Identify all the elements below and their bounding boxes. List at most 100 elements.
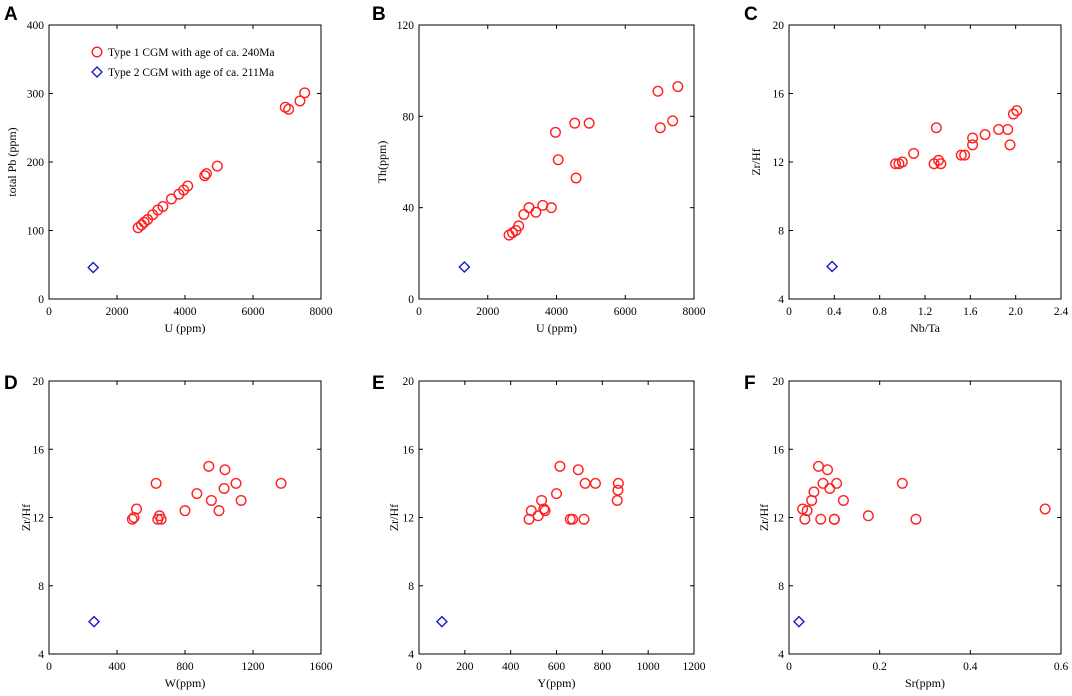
y-tick-label-d: 20	[33, 376, 45, 388]
type1-point-b	[667, 115, 679, 127]
plot-frame-e	[418, 380, 695, 655]
y-tick-label-d: 4	[38, 649, 44, 661]
type1-point-d	[155, 513, 167, 525]
type1-point-f	[817, 477, 829, 489]
panel-letter-b: B	[372, 4, 386, 25]
y-tick-label-b: 120	[397, 20, 415, 32]
panel-letter-d: D	[4, 373, 18, 394]
x-axis-label-d: W(ppm)	[165, 676, 206, 690]
x-tick-label-d: 0	[46, 661, 52, 673]
type1-point-e	[554, 460, 566, 472]
type1-point-e	[572, 464, 584, 476]
y-tick-label-f: 4	[778, 649, 784, 661]
panel-letter-e: E	[372, 373, 385, 394]
y-tick-label-c: 12	[773, 157, 785, 169]
x-tick-label-a: 0	[46, 306, 52, 318]
y-axis-label-b: Th(ppm)	[375, 141, 389, 184]
y-tick-label-a: 300	[27, 89, 45, 101]
type1-point-a	[132, 222, 144, 234]
type1-point-c	[930, 122, 942, 134]
type1-point-e	[532, 510, 544, 522]
type1-point-a	[138, 216, 150, 228]
y-tick-label-d: 16	[33, 444, 45, 456]
type1-point-f	[822, 464, 834, 476]
type1-point-d	[275, 477, 287, 489]
y-tick-label-a: 100	[27, 226, 45, 238]
y-tick-label-a: 200	[27, 157, 45, 169]
panel-e: E 0 200 400 600 800 1000 1200 4 8 12 16 20 Y(ppm) Zr/H…	[372, 373, 706, 690]
x-tick-label-c: 1.2	[918, 306, 933, 318]
y-tick-label-c: 20	[773, 20, 785, 32]
type1-point-c	[967, 139, 979, 151]
type1-point-e	[612, 477, 624, 489]
type1-point-f	[1039, 503, 1051, 515]
type1-point-e	[564, 513, 576, 525]
y-tick-label-c: 4	[778, 294, 784, 306]
type1-point-d	[219, 464, 231, 476]
x-tick-label-b: 0	[416, 306, 422, 318]
type1-point-b	[672, 81, 684, 93]
type1-point-b	[513, 220, 525, 232]
y-tick-label-d: 12	[33, 513, 45, 525]
y-tick-label-f: 20	[773, 376, 785, 388]
type1-point-e	[525, 505, 537, 517]
type2-point-e	[435, 615, 448, 628]
type2-point-d	[88, 615, 101, 628]
type1-point-b	[569, 117, 581, 129]
type1-point-e	[611, 494, 623, 506]
x-tick-label-b: 8000	[683, 306, 706, 318]
y-tick-label-a: 0	[38, 294, 44, 306]
y-axis-label-c: Zr/Hf	[749, 148, 763, 175]
type1-point-e	[612, 484, 624, 496]
type1-point-b	[549, 126, 561, 138]
type1-point-d	[150, 477, 162, 489]
x-tick-label-e: 1000	[637, 661, 660, 673]
type1-point-e	[567, 513, 579, 525]
x-tick-label-a: 8000	[310, 306, 333, 318]
y-tick-label-e: 16	[403, 444, 415, 456]
panel-letter-f: F	[744, 373, 756, 394]
type1-point-a	[299, 87, 311, 99]
type1-point-f	[831, 477, 843, 489]
type1-point-f	[828, 513, 840, 525]
x-tick-label-b: 4000	[545, 306, 568, 318]
type1-point-c	[1011, 105, 1023, 117]
type1-point-f	[815, 513, 827, 525]
type1-point-a	[283, 103, 295, 115]
x-tick-label-e: 600	[548, 661, 566, 673]
type1-point-f	[801, 505, 813, 517]
type1-point-c	[1007, 108, 1019, 120]
type1-point-c	[1002, 123, 1014, 135]
x-tick-label-e: 1200	[683, 661, 706, 673]
y-tick-label-a: 400	[27, 20, 45, 32]
panel-letter-a: A	[4, 4, 18, 25]
legend-type2-label: Type 2 CGM with age of ca. 211Ma	[108, 67, 274, 79]
x-tick-label-d: 1600	[310, 661, 333, 673]
x-tick-label-f: 0	[786, 661, 792, 673]
type1-point-b	[654, 122, 666, 134]
type2-point-b	[458, 261, 471, 274]
type1-point-a	[211, 160, 223, 172]
type1-point-e	[551, 488, 563, 500]
type1-point-b	[523, 202, 535, 214]
x-tick-label-d: 400	[108, 661, 126, 673]
panel-letter-c: C	[744, 4, 758, 25]
type1-point-e	[579, 477, 591, 489]
type1-point-f	[910, 513, 922, 525]
x-tick-label-c: 0.8	[872, 306, 887, 318]
type1-point-a	[182, 180, 194, 192]
x-axis-label-c: Nb/Ta	[910, 321, 940, 335]
x-tick-label-d: 1200	[242, 661, 265, 673]
plot-frame-b	[418, 24, 695, 300]
x-tick-label-f: 0.6	[1054, 661, 1069, 673]
y-tick-label-e: 12	[403, 513, 415, 525]
y-axis-label-e: Zr/Hf	[387, 504, 401, 531]
type1-point-c	[935, 158, 947, 170]
y-tick-label-b: 40	[403, 203, 415, 215]
type1-point-c	[1004, 139, 1016, 151]
panel-a: A 0 2000 4000 6000 8000 0 100 200 300 400 U (ppm) to…	[4, 4, 333, 335]
y-tick-label-e: 4	[408, 649, 414, 661]
legend-type2-marker	[91, 66, 103, 78]
type1-point-c	[933, 154, 945, 166]
